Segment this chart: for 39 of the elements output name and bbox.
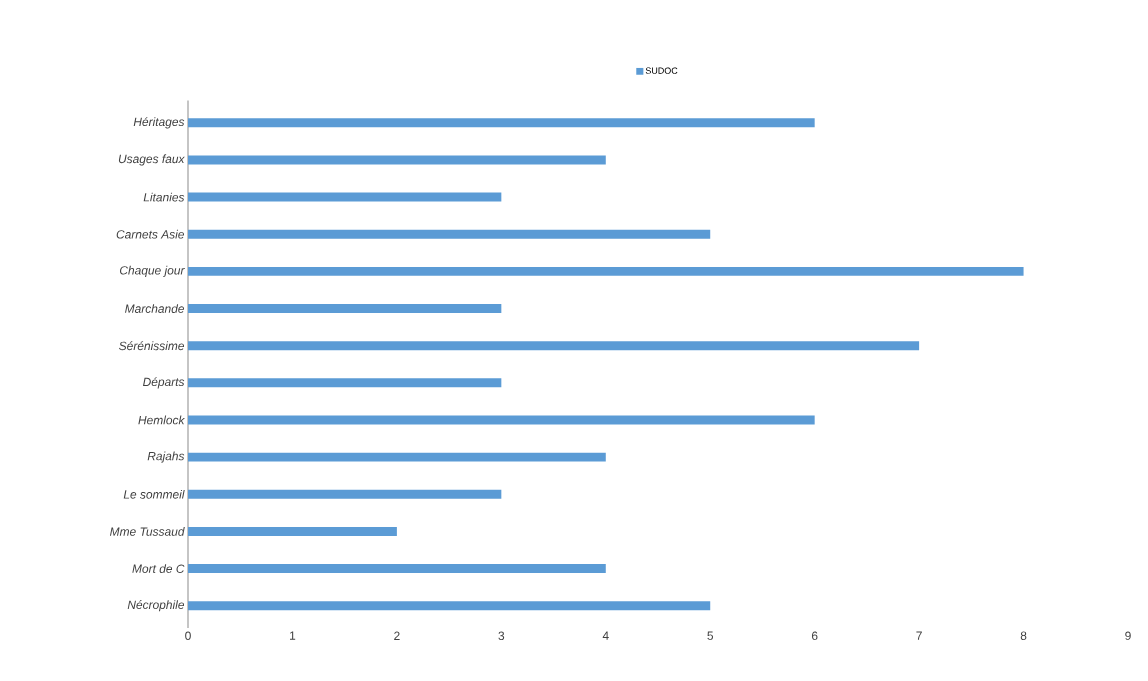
bar — [188, 266, 1024, 276]
bar — [188, 526, 397, 536]
x-tick-label: 0 — [185, 631, 191, 640]
bar — [188, 155, 606, 165]
x-tick-label: 1 — [290, 631, 296, 640]
x-tick-label: 6 — [811, 631, 818, 640]
bar — [188, 341, 920, 351]
bar — [188, 601, 711, 611]
x-tick-label: 7 — [916, 631, 922, 640]
y-tick-label: Usages faux — [118, 154, 185, 166]
bar — [188, 415, 815, 425]
y-tick-label: Héritages — [133, 117, 185, 129]
y-tick-label: Marchande — [125, 304, 185, 313]
bar — [188, 229, 711, 239]
x-tick-label: 3 — [498, 631, 505, 640]
bar — [188, 378, 502, 388]
y-tick-label: Départs — [142, 377, 185, 389]
bar — [188, 192, 502, 202]
bar — [188, 489, 502, 499]
x-tick-label: 4 — [602, 631, 609, 640]
y-tick-label: Chaque jour — [120, 265, 185, 277]
bar — [188, 564, 606, 574]
bar — [188, 452, 606, 462]
y-tick-label: Litanies — [143, 192, 185, 202]
x-tick-label: 5 — [707, 631, 714, 640]
x-tick-label: 8 — [1020, 631, 1027, 640]
y-tick-label: Mme Tussaud — [110, 527, 185, 536]
bar — [188, 304, 502, 314]
y-tick-label: Sérénissime — [119, 341, 185, 351]
x-tick-label: 9 — [1125, 631, 1131, 640]
y-tick-label: Carnets Asie — [116, 229, 185, 239]
x-tick-label: 2 — [394, 631, 400, 640]
legend-label: SUDOC — [645, 67, 678, 74]
bar — [188, 118, 815, 128]
y-tick-label: Mort de C — [132, 564, 185, 573]
y-tick-label: Hemlock — [138, 415, 185, 425]
y-tick-label: Nécrophile — [127, 600, 185, 612]
y-tick-label: Le sommeil — [123, 489, 185, 499]
y-tick-label: Rajahs — [147, 451, 185, 463]
